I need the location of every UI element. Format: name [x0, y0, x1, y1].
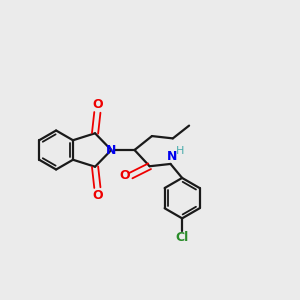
Text: O: O	[92, 98, 103, 111]
Text: H: H	[176, 146, 184, 156]
Text: N: N	[167, 150, 177, 163]
Text: O: O	[119, 169, 130, 182]
Text: Cl: Cl	[176, 231, 189, 244]
Text: N: N	[106, 143, 116, 157]
Text: O: O	[92, 189, 103, 202]
